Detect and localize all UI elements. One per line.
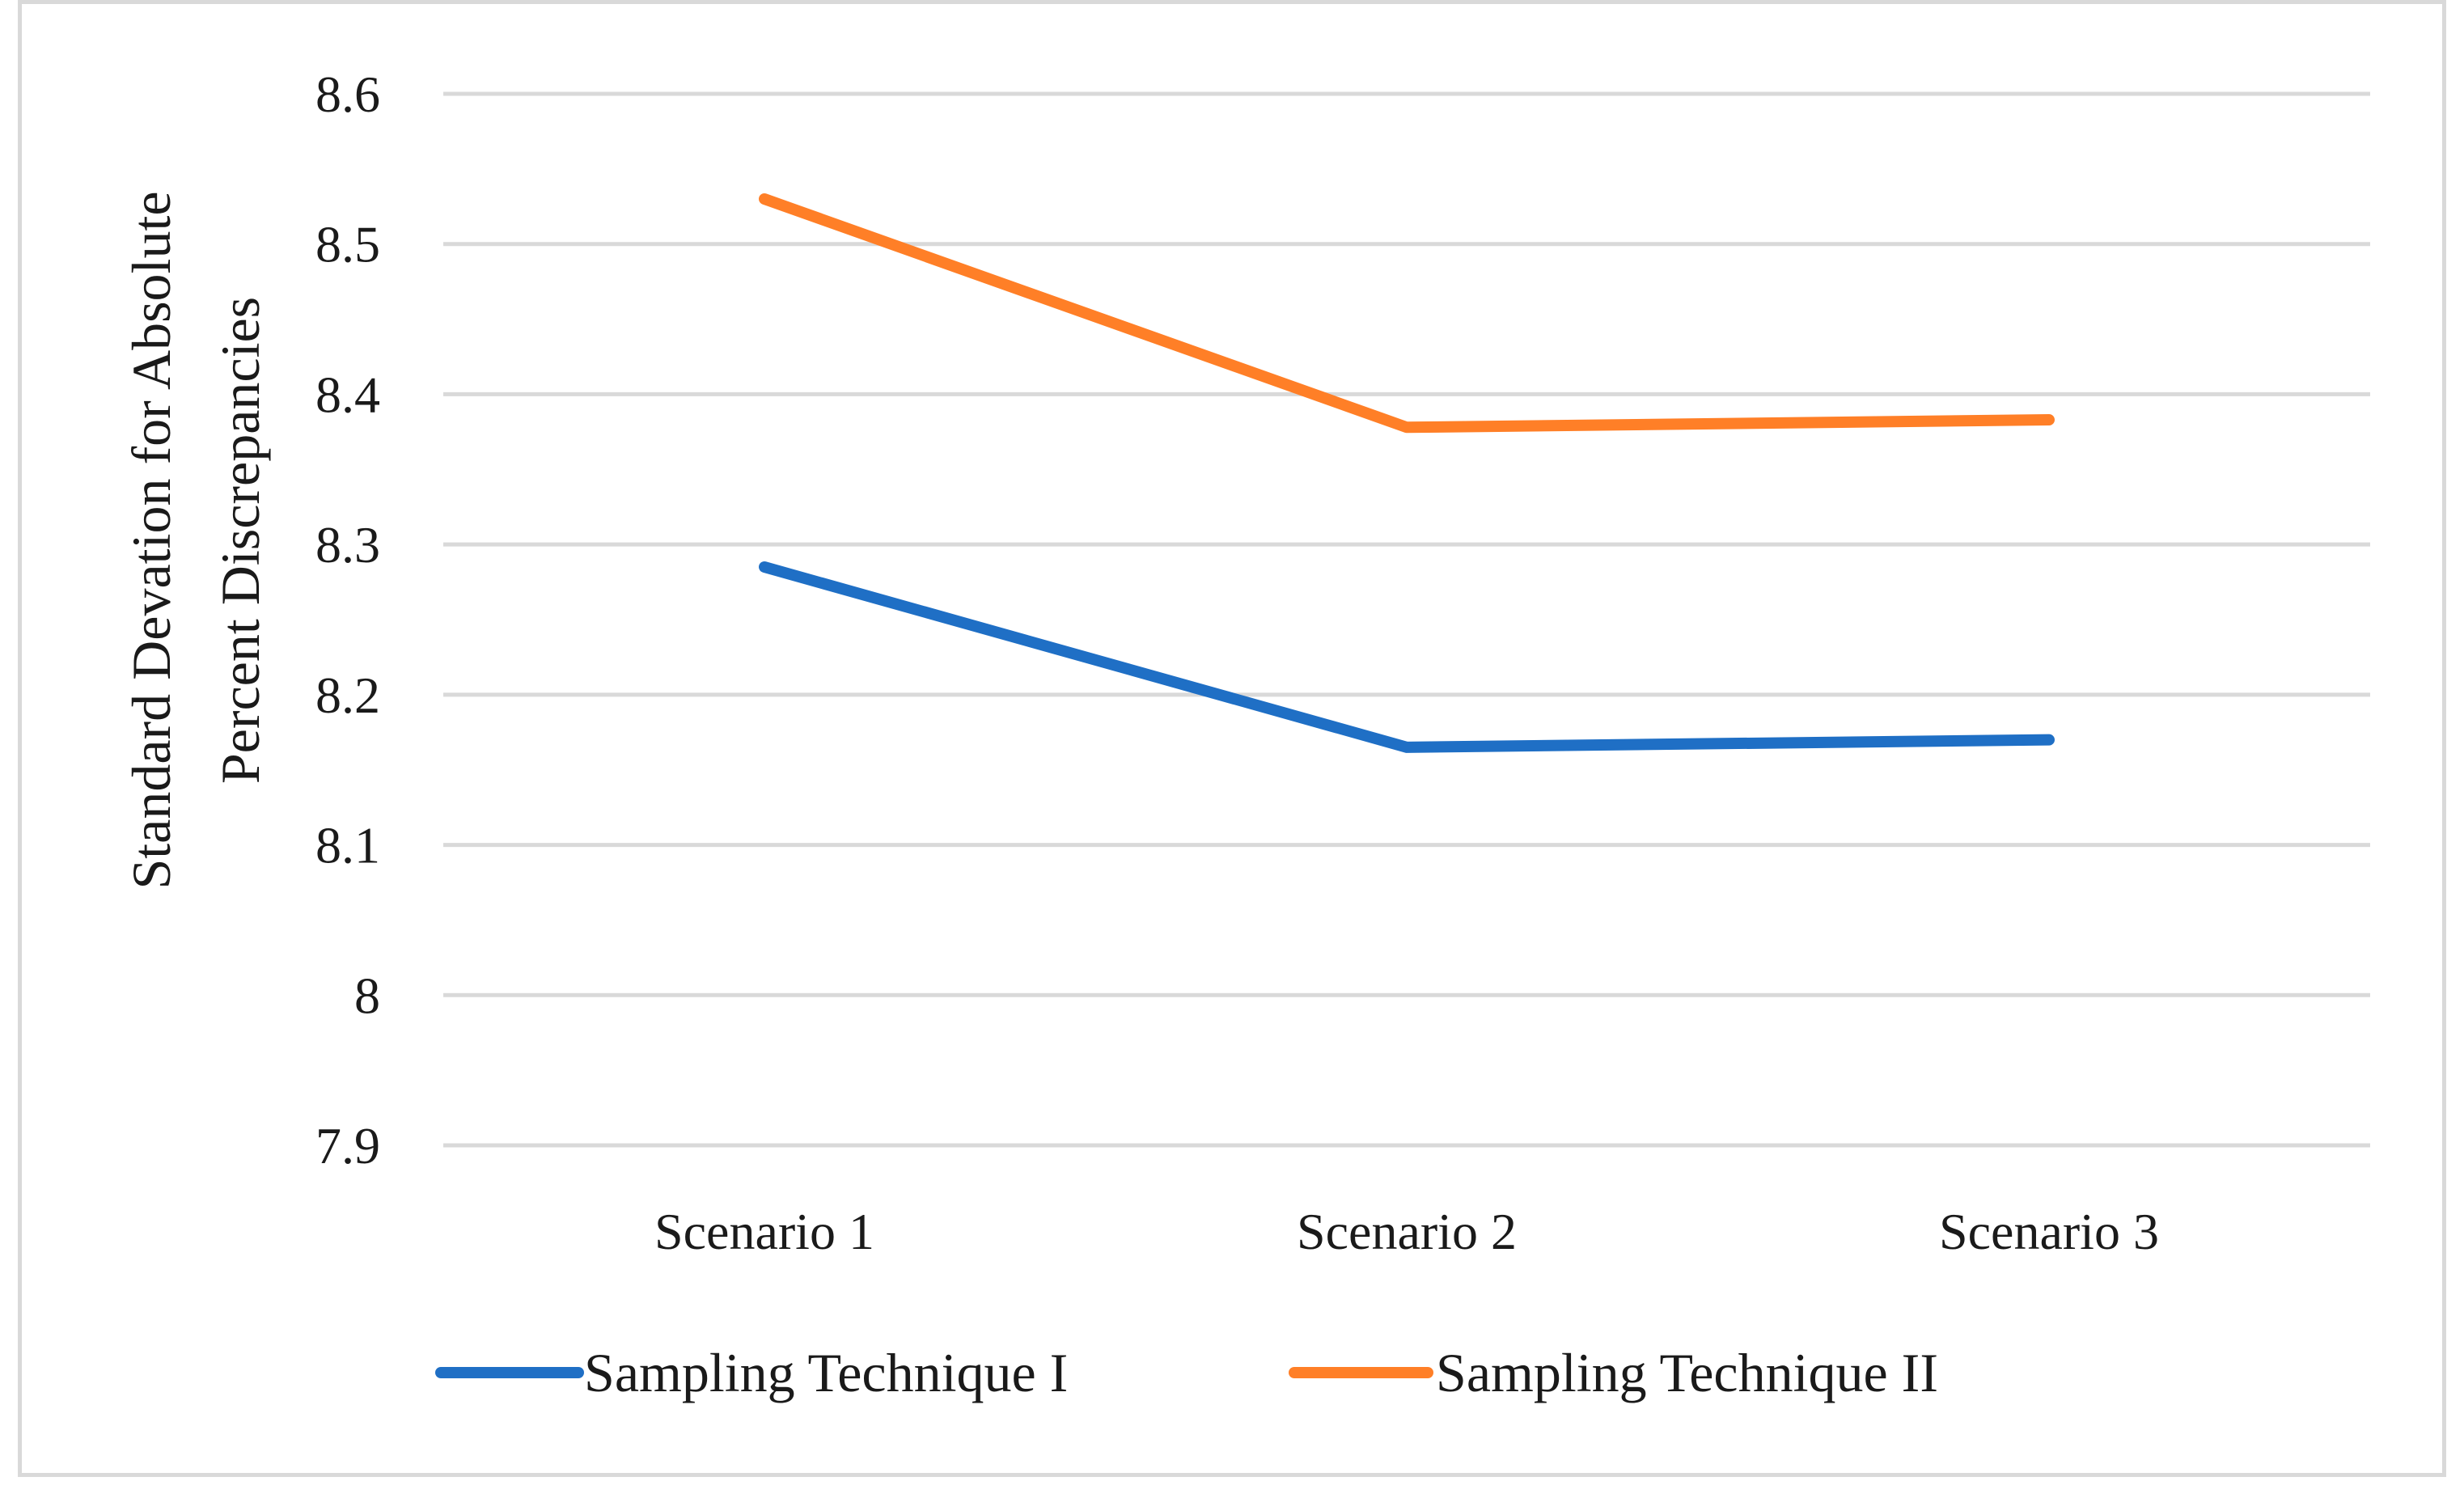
y-axis-title: Standard Devation for Absolute Percent D…	[121, 191, 271, 889]
x-tick-label: Scenario 2	[1297, 1203, 1517, 1260]
y-axis-tick-labels: 7.9 8 8.1 8.2 8.3 8.4 8.5 8.6	[315, 66, 380, 1174]
y-axis-title-line-2: Percent Discrepancies	[210, 297, 271, 784]
y-tick-label: 8	[354, 967, 380, 1024]
y-tick-label: 8.3	[315, 516, 380, 573]
y-axis-title-line-1: Standard Devation for Absolute	[121, 191, 182, 889]
series-line-1	[759, 561, 2055, 753]
x-axis-tick-labels: Scenario 1 Scenario 2 Scenario 3	[654, 1203, 2159, 1260]
legend-label-1: Sampling Technique I	[584, 1342, 1068, 1403]
y-tick-label: 8.1	[315, 817, 380, 874]
y-tick-label: 8.5	[315, 216, 380, 273]
y-tick-label: 7.9	[315, 1117, 380, 1174]
x-tick-label: Scenario 1	[654, 1203, 874, 1260]
y-tick-label: 8.2	[315, 666, 380, 724]
x-tick-label: Scenario 3	[1939, 1203, 2159, 1260]
y-tick-label: 8.4	[315, 366, 380, 423]
y-tick-label: 8.6	[315, 66, 380, 123]
gridlines	[443, 91, 2370, 1148]
legend-label-2: Sampling Technique II	[1436, 1342, 1938, 1403]
series-lines	[759, 193, 2055, 753]
legend: Sampling Technique I Sampling Technique I…	[435, 1342, 1938, 1403]
